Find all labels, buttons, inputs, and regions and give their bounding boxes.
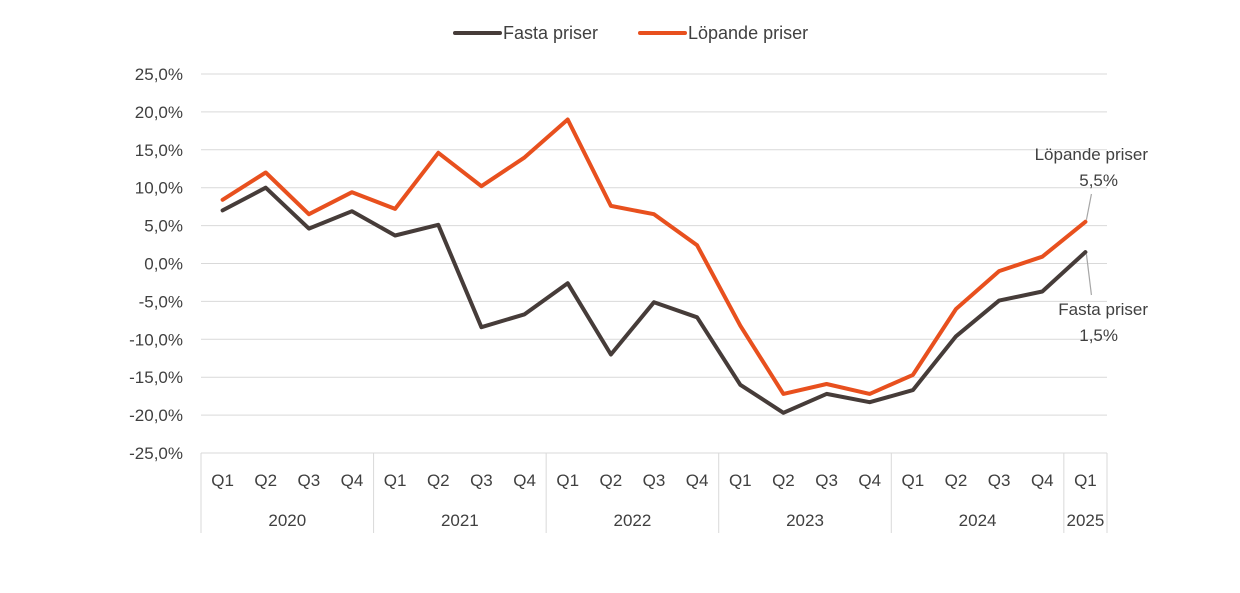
x-tick-label: Q1 [1074, 471, 1097, 490]
year-label: 2021 [441, 511, 479, 530]
x-tick-label: Q4 [858, 471, 881, 490]
x-tick-label: Q2 [600, 471, 623, 490]
x-tick-label: Q1 [384, 471, 407, 490]
legend-label-fasta-priser: Fasta priser [503, 23, 598, 43]
x-tick-label: Q2 [945, 471, 968, 490]
gridlines [201, 73, 1107, 454]
y-tick-label: -5,0% [139, 292, 183, 311]
year-label: 2023 [786, 511, 824, 530]
x-tick-label: Q2 [772, 471, 795, 490]
annotation-leader-line [1085, 193, 1093, 220]
series-line-l-pande-priser [220, 117, 1088, 396]
annotation-value: 5,5% [1079, 171, 1118, 190]
x-tick-label: Q3 [470, 471, 493, 490]
y-tick-label: 20,0% [135, 103, 183, 122]
legend: Fasta priser Löpande priser [453, 23, 808, 43]
series-lines [220, 117, 1088, 415]
x-tick-label: Q3 [815, 471, 838, 490]
series-line-fasta-priser [220, 185, 1088, 415]
x-tick-label: Q4 [341, 471, 364, 490]
x-tick-label: Q3 [988, 471, 1011, 490]
x-tick-label: Q3 [643, 471, 666, 490]
annotation-label: Löpande priser [1035, 145, 1149, 164]
x-tick-label: Q1 [902, 471, 925, 490]
x-tick-label: Q4 [513, 471, 536, 490]
y-tick-label: 0,0% [144, 255, 183, 274]
annotation-value: 1,5% [1079, 326, 1118, 345]
legend-label-lopande-priser: Löpande priser [688, 23, 808, 43]
y-axis-tick-labels: 25,0% 20,0% 15,0% 10,0% 5,0% 0,0% -5,0% -10,0% -… [129, 65, 183, 463]
x-tick-label: Q2 [427, 471, 450, 490]
x-tick-label: Q3 [298, 471, 321, 490]
y-tick-label: -20,0% [129, 406, 183, 425]
y-tick-label: -15,0% [129, 368, 183, 387]
y-tick-label: 10,0% [135, 179, 183, 198]
y-tick-label: -10,0% [129, 330, 183, 349]
x-tick-label: Q4 [686, 471, 709, 490]
x-axis: Q1 Q2 Q3 Q4 Q1 Q2 Q3 Q4 Q1 Q2 Q3 Q4 Q1 Q2 Q3 Q4 Q1 Q2 Q3 Q4… [200, 453, 1108, 533]
annotation-label: Fasta priser [1058, 300, 1148, 319]
x-tick-label: Q1 [556, 471, 579, 490]
x-tick-label: Q1 [211, 471, 234, 490]
x-tick-label: Q4 [1031, 471, 1054, 490]
y-tick-label: 15,0% [135, 141, 183, 160]
year-label: 2024 [959, 511, 997, 530]
y-tick-label: 5,0% [144, 217, 183, 236]
year-label: 2020 [268, 511, 306, 530]
y-tick-label: 25,0% [135, 65, 183, 84]
year-label: 2025 [1067, 511, 1105, 530]
annotation-leader-line [1085, 254, 1093, 296]
annotations: Löpande priser 5,5% Fasta priser 1,5% [1035, 145, 1149, 345]
y-tick-label: -25,0% [129, 444, 183, 463]
x-tick-label: Q2 [254, 471, 277, 490]
x-tick-label: Q1 [729, 471, 752, 490]
year-label: 2022 [614, 511, 652, 530]
